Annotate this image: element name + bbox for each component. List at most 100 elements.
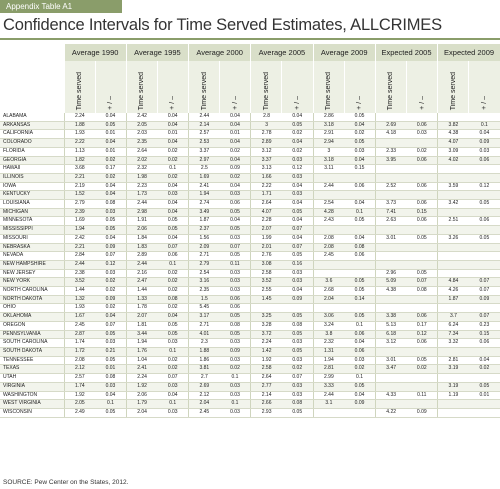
margin-cell (406, 164, 438, 174)
plus-minus-subheader: + / – (281, 61, 314, 113)
table-row: OHIO 1.93 0.02 1.78 0.02 5.45 0.06 (0, 303, 500, 314)
margin-cell: 0.06 (344, 330, 376, 340)
time-served-cell: 1.93 (63, 303, 96, 314)
margin-cell: 0.03 (219, 338, 251, 348)
table-row: ILLINOIS 2.21 0.02 1.98 0.02 1.69 0.02 1.66 0.03 (0, 173, 500, 183)
time-served-cell: 3.24 (312, 321, 345, 331)
time-served-cell: 3.49 (188, 208, 220, 218)
time-served-cell: 1.88 (188, 347, 220, 357)
time-served-cell: 2.71 (188, 321, 220, 331)
time-served-cell: 2.93 (250, 408, 282, 418)
time-served-cell: 2.35 (125, 138, 158, 148)
time-served-cell (437, 269, 469, 279)
time-served-cell: 2.58 (250, 269, 282, 279)
margin-cell (406, 138, 438, 148)
time-served-cell: 2.49 (63, 408, 96, 418)
margin-cell: 0.07 (468, 312, 500, 322)
margin-cell (344, 173, 376, 183)
margin-cell: 0.06 (219, 295, 251, 305)
margin-cell: 0.03 (219, 234, 251, 244)
margin-cell: 0.05 (95, 330, 127, 340)
margin-cell: 0.02 (344, 364, 376, 375)
time-served-cell: 1.67 (63, 312, 96, 322)
subheader-label: Time served (138, 71, 146, 110)
margin-cell: 0.04 (219, 156, 251, 166)
time-served-cell: 5.09 (374, 277, 407, 288)
subheader-label: + / – (294, 96, 301, 110)
margin-cell: 0.21 (95, 347, 127, 357)
time-served-cell: 1.04 (125, 356, 158, 366)
time-served-cell (250, 303, 282, 314)
time-served-cell: 2.71 (188, 251, 220, 261)
margin-cell: 0.1 (344, 321, 376, 331)
margin-cell: 0.04 (95, 391, 127, 401)
state-name: IOWA (0, 182, 65, 192)
time-served-cell: 2.76 (250, 251, 282, 261)
margin-cell: 0.08 (344, 243, 376, 253)
time-served-cell: 2.42 (63, 234, 96, 244)
time-served-cell (437, 208, 469, 218)
time-served-cell: 1.32 (63, 295, 96, 305)
time-served-cell: 2.47 (125, 277, 158, 288)
margin-cell: 0.02 (157, 269, 189, 279)
margin-cell: 0.03 (219, 391, 251, 401)
margin-cell: 0.03 (157, 338, 189, 348)
table-row: HAWAII 3.68 0.17 2.32 0.1 2.5 0.09 3.13 0.12 3.11… (0, 164, 500, 174)
state-name: PENNSYLVANIA (0, 330, 65, 340)
time-served-cell: 2.12 (63, 364, 96, 375)
margin-cell: 0.03 (95, 269, 127, 279)
time-served-cell: 1.78 (125, 303, 158, 314)
time-served-cell: 3.6 (312, 277, 345, 288)
margin-cell: 0.05 (95, 121, 127, 131)
time-served-cell: 4.28 (312, 208, 345, 218)
margin-cell: 0.05 (344, 138, 376, 148)
margin-cell: 0.04 (157, 208, 189, 218)
table-row: NEBRASKA 2.21 0.09 1.83 0.07 2.09 0.07 2.01 0.07… (0, 243, 500, 253)
margin-cell: 0.03 (219, 382, 251, 392)
margin-cell: 0.03 (157, 408, 189, 418)
margin-cell: 0.05 (468, 382, 500, 392)
time-served-cell (374, 382, 407, 392)
margin-cell: 0.03 (468, 147, 500, 157)
time-served-cell: 2.54 (188, 269, 220, 279)
time-served-cell: 6.24 (437, 321, 469, 331)
margin-cell: 0.08 (219, 321, 251, 331)
time-served-cell: 3.52 (63, 277, 96, 288)
margin-cell: 0.04 (157, 391, 189, 401)
time-served-cell: 3.16 (188, 277, 220, 288)
margin-cell (344, 303, 376, 314)
table-row: SOUTH DAKOTA 1.72 0.21 1.76 0.1 1.88 0.09 1.42 0… (0, 347, 500, 357)
margin-cell: 0.03 (281, 391, 314, 401)
time-served-cell: 3.47 (374, 364, 407, 375)
source-note: SOURCE: Pew Center on the States, 2012. (3, 479, 129, 486)
margin-cell: 0.07 (281, 243, 314, 253)
margin-cell (468, 190, 500, 201)
margin-cell: 0.05 (281, 121, 314, 131)
margin-cell: 0.02 (157, 364, 189, 375)
time-served-cell: 2.64 (250, 199, 282, 209)
table-row: NEVADA 2.84 0.07 2.89 0.06 2.71 0.05 2.76 0.05 2.… (0, 251, 500, 261)
margin-cell (406, 373, 438, 383)
time-served-cell (374, 138, 407, 148)
margin-cell: 0.05 (219, 225, 251, 235)
time-served-cell: 2.32 (312, 338, 345, 348)
margin-cell: 0.03 (219, 408, 251, 418)
time-served-cell: 2.04 (312, 295, 345, 305)
time-served-cell (437, 347, 469, 357)
margin-cell: 0.06 (406, 121, 438, 131)
margin-cell: 0.02 (468, 364, 500, 375)
margin-cell: 0.09 (406, 408, 438, 418)
margin-cell: 0.14 (344, 295, 376, 305)
margin-cell: 0.04 (95, 312, 127, 322)
time-served-cell (437, 225, 469, 235)
time-served-cell: 2.52 (374, 182, 407, 192)
margin-cell: 0.11 (219, 260, 251, 270)
margin-cell: 0.05 (468, 234, 500, 244)
table-row: OREGON 2.45 0.07 1.81 0.05 2.71 0.08 3.28 0.08 3.… (0, 321, 500, 331)
margin-cell: 0.04 (281, 199, 314, 209)
subheader-label: + / – (356, 96, 364, 110)
time-served-cell: 2.16 (125, 269, 158, 279)
subheader-label: Time served (200, 71, 208, 110)
time-served-cell (312, 225, 345, 235)
margin-cell: 0.03 (219, 277, 251, 288)
